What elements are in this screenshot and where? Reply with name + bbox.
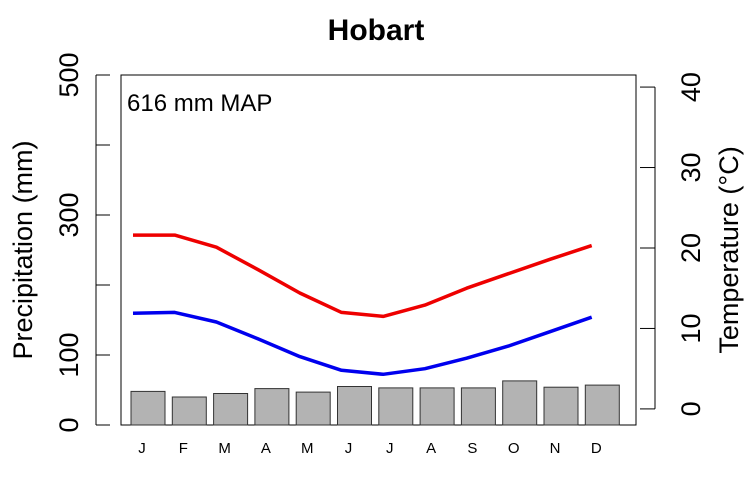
precipitation-bar	[419, 387, 455, 426]
month-label: J	[345, 440, 353, 457]
precipitation-tick-label: 500	[54, 52, 84, 97]
temperature-tick-label: 10	[676, 313, 706, 343]
precipitation-bar	[337, 386, 372, 426]
map-annotation: 616 mm MAP	[127, 90, 272, 117]
precipitation-bar	[378, 387, 414, 426]
precipitation-bar	[171, 396, 207, 426]
min-temperature-line	[132, 310, 593, 377]
precipitation-bar	[213, 393, 249, 426]
temperature-tick-label: 0	[676, 401, 706, 416]
temperature-axis: 0 10 20 30 40	[640, 72, 706, 416]
temperature-axis-label: Temperature (°C)	[714, 146, 744, 353]
precipitation-tick-label: 0	[54, 417, 84, 432]
max-temperature-line	[133, 233, 593, 319]
precipitation-tick-label: 300	[54, 192, 84, 237]
temperature-tick-label: 40	[676, 72, 706, 102]
month-label: S	[467, 440, 477, 457]
precipitation-axis: 0 100 300 500	[54, 52, 110, 433]
chart-title: Hobart	[328, 14, 425, 47]
month-label: M	[301, 440, 314, 457]
month-label: M	[218, 440, 231, 457]
month-label: N	[550, 440, 561, 457]
temperature-tick-label: 20	[676, 233, 706, 263]
month-label: J	[386, 440, 394, 457]
precipitation-bar	[543, 386, 579, 426]
precipitation-axis-label: Precipitation (mm)	[8, 140, 38, 359]
month-label: J	[138, 440, 146, 457]
precipitation-bars	[130, 380, 620, 426]
precipitation-bar	[460, 387, 496, 426]
month-label: O	[508, 440, 520, 457]
month-label: A	[426, 440, 436, 457]
precipitation-bar	[295, 391, 331, 426]
month-label: A	[261, 440, 271, 457]
month-label: F	[179, 440, 188, 457]
temperature-lines	[132, 233, 593, 377]
month-label: D	[591, 440, 602, 457]
precipitation-bar	[130, 390, 166, 426]
temperature-tick-label: 30	[676, 153, 706, 183]
precipitation-bar	[584, 384, 620, 426]
precipitation-bar	[502, 380, 538, 426]
precipitation-tick-label: 100	[54, 332, 84, 377]
precipitation-bar	[254, 388, 290, 426]
